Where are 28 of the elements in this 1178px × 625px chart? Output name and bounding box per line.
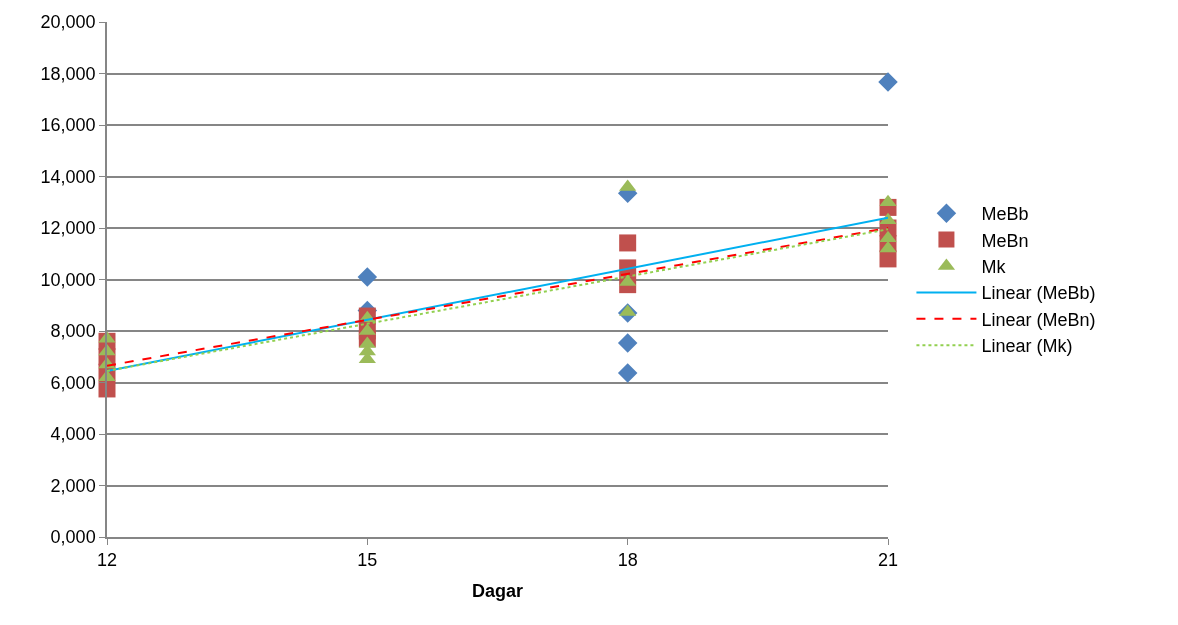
point [617,363,638,383]
x-tick-label: 21 [877,550,899,571]
legend-label: Mk [981,257,1007,278]
legend-label: MeBn [981,230,1029,251]
y-tick-label: 14,000 [40,166,96,187]
x-tick-label: 15 [357,550,378,571]
y-tick-label: 8,000 [50,321,96,342]
legend-label: Linear (MeBb) [981,283,1096,304]
point [357,267,378,287]
y-tick-label: 2,000 [50,475,96,496]
legend-label: Linear (Mk) [981,336,1073,357]
y-tick-label: 4,000 [50,424,96,445]
y-tick-label: 20,000 [40,12,96,33]
legend-label: Linear (MeBn) [981,309,1096,330]
y-tick-label: 16,000 [40,115,96,136]
x-tick-label: 18 [617,550,638,571]
point [879,230,897,243]
point [878,72,898,92]
point [619,234,637,252]
y-tick-label: 0,000 [50,527,96,548]
x-tick-label: 12 [96,550,118,571]
legend-label: MeBb [981,204,1029,225]
point [617,333,638,353]
y-tick-label: 18,000 [40,63,96,84]
y-tick-label: 10,000 [40,269,96,290]
y-tick-label: 6,000 [50,372,96,393]
y-tick-label: 12,000 [40,218,96,239]
x-axis-title: Dagar [471,580,524,601]
